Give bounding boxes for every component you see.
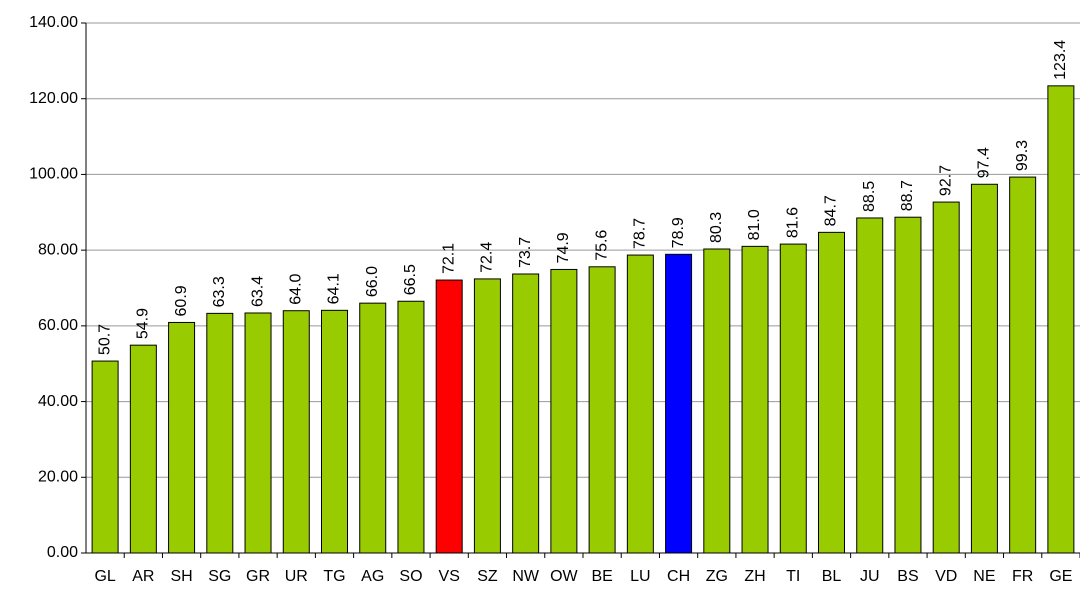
data-label: 74.9 (555, 232, 572, 263)
data-label: 81.6 (784, 207, 801, 238)
x-tick-label: SZ (477, 568, 498, 585)
bar (588, 266, 616, 554)
y-tick-label: 100.00 (29, 166, 78, 183)
y-tick-label: 20.00 (38, 469, 78, 486)
bar (550, 268, 578, 554)
x-tick-label: BS (897, 568, 918, 585)
x-tick-label: GL (94, 568, 115, 585)
bar (168, 321, 196, 554)
x-tick-label: SG (208, 568, 231, 585)
data-label: 63.3 (211, 276, 228, 307)
x-tick-label: SH (170, 568, 192, 585)
bar (473, 278, 501, 554)
bar (856, 217, 884, 554)
y-tick-label: 60.00 (38, 317, 78, 334)
x-tick-label: VD (935, 568, 957, 585)
y-tick-label: 40.00 (38, 393, 78, 410)
bar (703, 248, 731, 554)
bar (894, 216, 922, 554)
data-label: 73.7 (517, 237, 534, 268)
bar (206, 312, 234, 554)
x-tick-label: OW (550, 568, 578, 585)
data-label: 99.3 (1014, 140, 1031, 171)
x-tick-label: NE (973, 568, 995, 585)
bar (932, 201, 960, 554)
x-tick-label: FR (1012, 568, 1033, 585)
y-tick-label: 80.00 (38, 241, 78, 258)
x-tick-label: AR (132, 568, 154, 585)
data-label: 123.4 (1052, 40, 1069, 80)
data-label: 97.4 (976, 147, 993, 178)
x-tick-label: NW (512, 568, 540, 585)
data-label: 78.7 (632, 218, 649, 249)
data-label: 50.7 (96, 324, 113, 355)
x-tick-label: LU (630, 568, 650, 585)
x-tick-label: SO (399, 568, 422, 585)
bar (626, 254, 654, 554)
x-tick-label: UR (285, 568, 308, 585)
bar (321, 309, 348, 554)
x-tick-label: CH (667, 568, 690, 585)
x-tick-label: VS (439, 568, 460, 585)
data-label: 80.3 (708, 212, 725, 243)
bar (282, 310, 310, 554)
data-label: 72.1 (440, 243, 457, 274)
bar (397, 300, 425, 554)
data-label: 81.0 (746, 209, 763, 240)
y-tick-label: 0.00 (47, 544, 78, 561)
x-tick-label: JU (860, 568, 880, 585)
bar (244, 312, 272, 554)
bar (779, 243, 807, 554)
bar (1009, 176, 1037, 554)
data-label: 88.5 (861, 181, 878, 212)
data-label: 78.9 (670, 217, 687, 248)
bar (129, 344, 157, 554)
x-tick-label: GE (1049, 568, 1072, 585)
x-tick-label: TG (323, 568, 345, 585)
y-tick-label: 140.00 (29, 14, 78, 31)
data-label: 64.1 (326, 273, 343, 304)
data-label: 84.7 (823, 195, 840, 226)
data-label: 54.9 (135, 308, 152, 339)
bar (665, 253, 693, 554)
data-label: 92.7 (937, 165, 954, 196)
data-label: 60.9 (173, 285, 190, 316)
bar (970, 183, 998, 554)
bar (435, 279, 463, 554)
x-tick-label: AG (361, 568, 384, 585)
bar (359, 302, 387, 554)
x-tick-label: BE (591, 568, 612, 585)
x-tick-label: ZH (744, 568, 765, 585)
bar (91, 360, 119, 554)
x-tick-label: ZG (706, 568, 728, 585)
bar (1047, 85, 1075, 554)
data-label: 88.7 (899, 180, 916, 211)
x-tick-label: BL (822, 568, 842, 585)
x-tick-label: GR (246, 568, 270, 585)
data-label: 72.4 (479, 242, 496, 273)
data-label: 66.5 (402, 264, 419, 295)
x-tick-label: TI (786, 568, 800, 585)
data-label: 66.0 (364, 266, 381, 297)
bar (818, 231, 845, 554)
bar (512, 273, 540, 554)
data-label: 63.4 (249, 276, 266, 307)
y-tick-label: 120.00 (29, 90, 78, 107)
data-label: 64.0 (287, 273, 304, 304)
bar (741, 245, 769, 554)
data-label: 75.6 (593, 230, 610, 261)
